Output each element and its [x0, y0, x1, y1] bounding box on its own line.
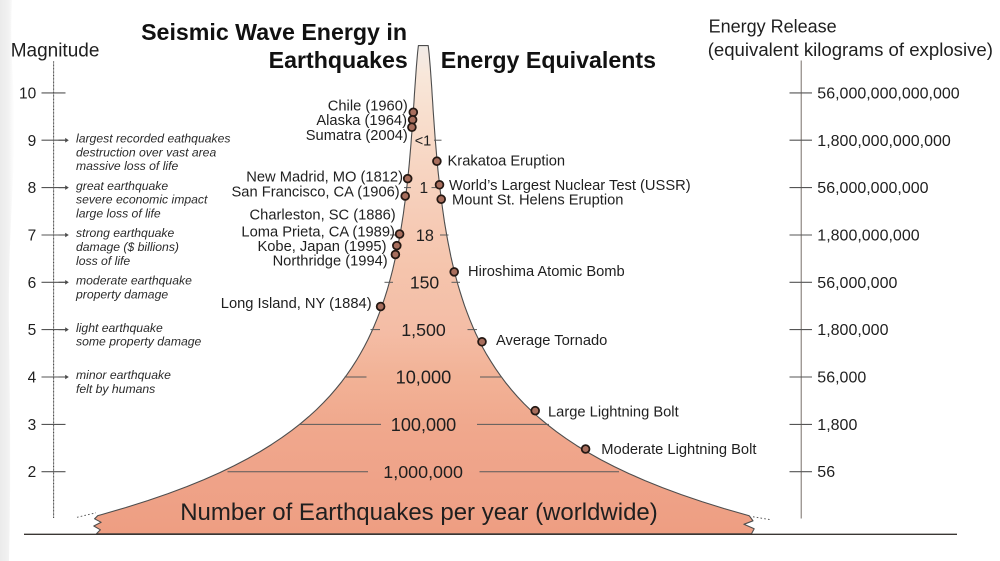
svg-text:largest recorded eathquakes: largest recorded eathquakes — [76, 131, 230, 145]
svg-text:9: 9 — [28, 133, 37, 150]
svg-text:2: 2 — [28, 464, 37, 481]
svg-text:Earthquakes: Earthquakes — [269, 47, 408, 73]
svg-text:New Madrid, MO (1812): New Madrid, MO (1812) — [246, 169, 403, 185]
svg-text:56,000,000,000,000: 56,000,000,000,000 — [817, 85, 959, 102]
svg-text:Sumatra (2004): Sumatra (2004) — [306, 128, 408, 144]
svg-text:minor earthquake: minor earthquake — [76, 368, 171, 382]
svg-text:Kobe, Japan (1995): Kobe, Japan (1995) — [257, 239, 386, 255]
svg-text:Energy Equivalents: Energy Equivalents — [441, 47, 656, 73]
svg-text:large loss of life: large loss of life — [76, 207, 161, 221]
svg-text:Chile (1960): Chile (1960) — [328, 98, 408, 114]
svg-text:light earthquake: light earthquake — [76, 321, 163, 335]
svg-text:8: 8 — [28, 180, 37, 197]
svg-text:7: 7 — [28, 228, 37, 245]
svg-text:Alaska (1964): Alaska (1964) — [316, 113, 407, 129]
svg-text:56: 56 — [817, 464, 835, 481]
svg-text:18: 18 — [416, 227, 434, 245]
svg-text:San Francisco, CA (1906): San Francisco, CA (1906) — [232, 185, 400, 201]
svg-text:100,000: 100,000 — [391, 415, 456, 435]
svg-text:destruction over vast area: destruction over vast area — [76, 145, 216, 159]
svg-text:6: 6 — [28, 275, 37, 292]
svg-text:1,800,000: 1,800,000 — [817, 322, 888, 339]
svg-text:10: 10 — [19, 85, 37, 102]
svg-text:56,000: 56,000 — [817, 370, 866, 387]
svg-text:Krakatoa Eruption: Krakatoa Eruption — [448, 153, 566, 169]
svg-text:damage ($ billions): damage ($ billions) — [76, 240, 179, 254]
svg-text:(equivalent kilograms of explo: (equivalent kilograms of explosive) — [708, 39, 993, 60]
svg-text:Loma Prieta, CA (1989): Loma Prieta, CA (1989) — [241, 224, 394, 240]
svg-text:some property damage: some property damage — [76, 335, 202, 349]
svg-text:Hiroshima Atomic Bomb: Hiroshima Atomic Bomb — [468, 264, 625, 280]
svg-text:1,800: 1,800 — [817, 417, 857, 434]
svg-text:World’s Largest Nuclear Test (: World’s Largest Nuclear Test (USSR) — [449, 178, 691, 194]
svg-text:Long Island, NY (1884): Long Island, NY (1884) — [221, 296, 372, 312]
svg-text:massive loss of life: massive loss of life — [76, 159, 178, 173]
svg-text:Northridge (1994): Northridge (1994) — [273, 254, 388, 270]
svg-text:150: 150 — [410, 273, 440, 293]
svg-text:Seismic Wave Energy in: Seismic Wave Energy in — [141, 19, 407, 45]
svg-text:Moderate Lightning Bolt: Moderate Lightning Bolt — [601, 442, 756, 458]
svg-text:Number of Earthquakes per year: Number of Earthquakes per year (worldwid… — [180, 499, 658, 526]
svg-text:moderate earthquake: moderate earthquake — [76, 274, 192, 288]
svg-text:1: 1 — [419, 180, 428, 197]
svg-text:Charleston, SC (1886): Charleston, SC (1886) — [250, 208, 396, 224]
svg-text:1,800,000,000,000: 1,800,000,000,000 — [817, 133, 951, 150]
svg-text:Magnitude: Magnitude — [11, 40, 100, 61]
svg-text:strong earthquake: strong earthquake — [76, 226, 174, 240]
svg-text:severe economic impact: severe economic impact — [76, 193, 208, 207]
svg-text:<1: <1 — [415, 134, 432, 150]
svg-text:5: 5 — [28, 322, 37, 339]
svg-text:Energy Release: Energy Release — [709, 17, 837, 37]
svg-text:10,000: 10,000 — [396, 368, 452, 388]
svg-text:56,000,000: 56,000,000 — [817, 275, 897, 292]
svg-text:loss of life: loss of life — [76, 254, 130, 268]
svg-text:1,500: 1,500 — [401, 320, 446, 340]
svg-text:Mount St. Helens Eruption: Mount St. Helens Eruption — [452, 193, 623, 209]
svg-text:3: 3 — [28, 417, 37, 434]
svg-text:1,800,000,000: 1,800,000,000 — [817, 228, 919, 245]
svg-text:56,000,000,000: 56,000,000,000 — [817, 180, 928, 197]
svg-text:1,000,000: 1,000,000 — [383, 462, 463, 482]
svg-text:felt by humans: felt by humans — [76, 382, 155, 396]
svg-text:4: 4 — [28, 370, 37, 387]
svg-text:property damage: property damage — [75, 287, 168, 301]
svg-text:Large Lightning Bolt: Large Lightning Bolt — [548, 404, 679, 420]
svg-text:great earthquake: great earthquake — [76, 179, 168, 193]
svg-text:Average Tornado: Average Tornado — [496, 333, 607, 349]
